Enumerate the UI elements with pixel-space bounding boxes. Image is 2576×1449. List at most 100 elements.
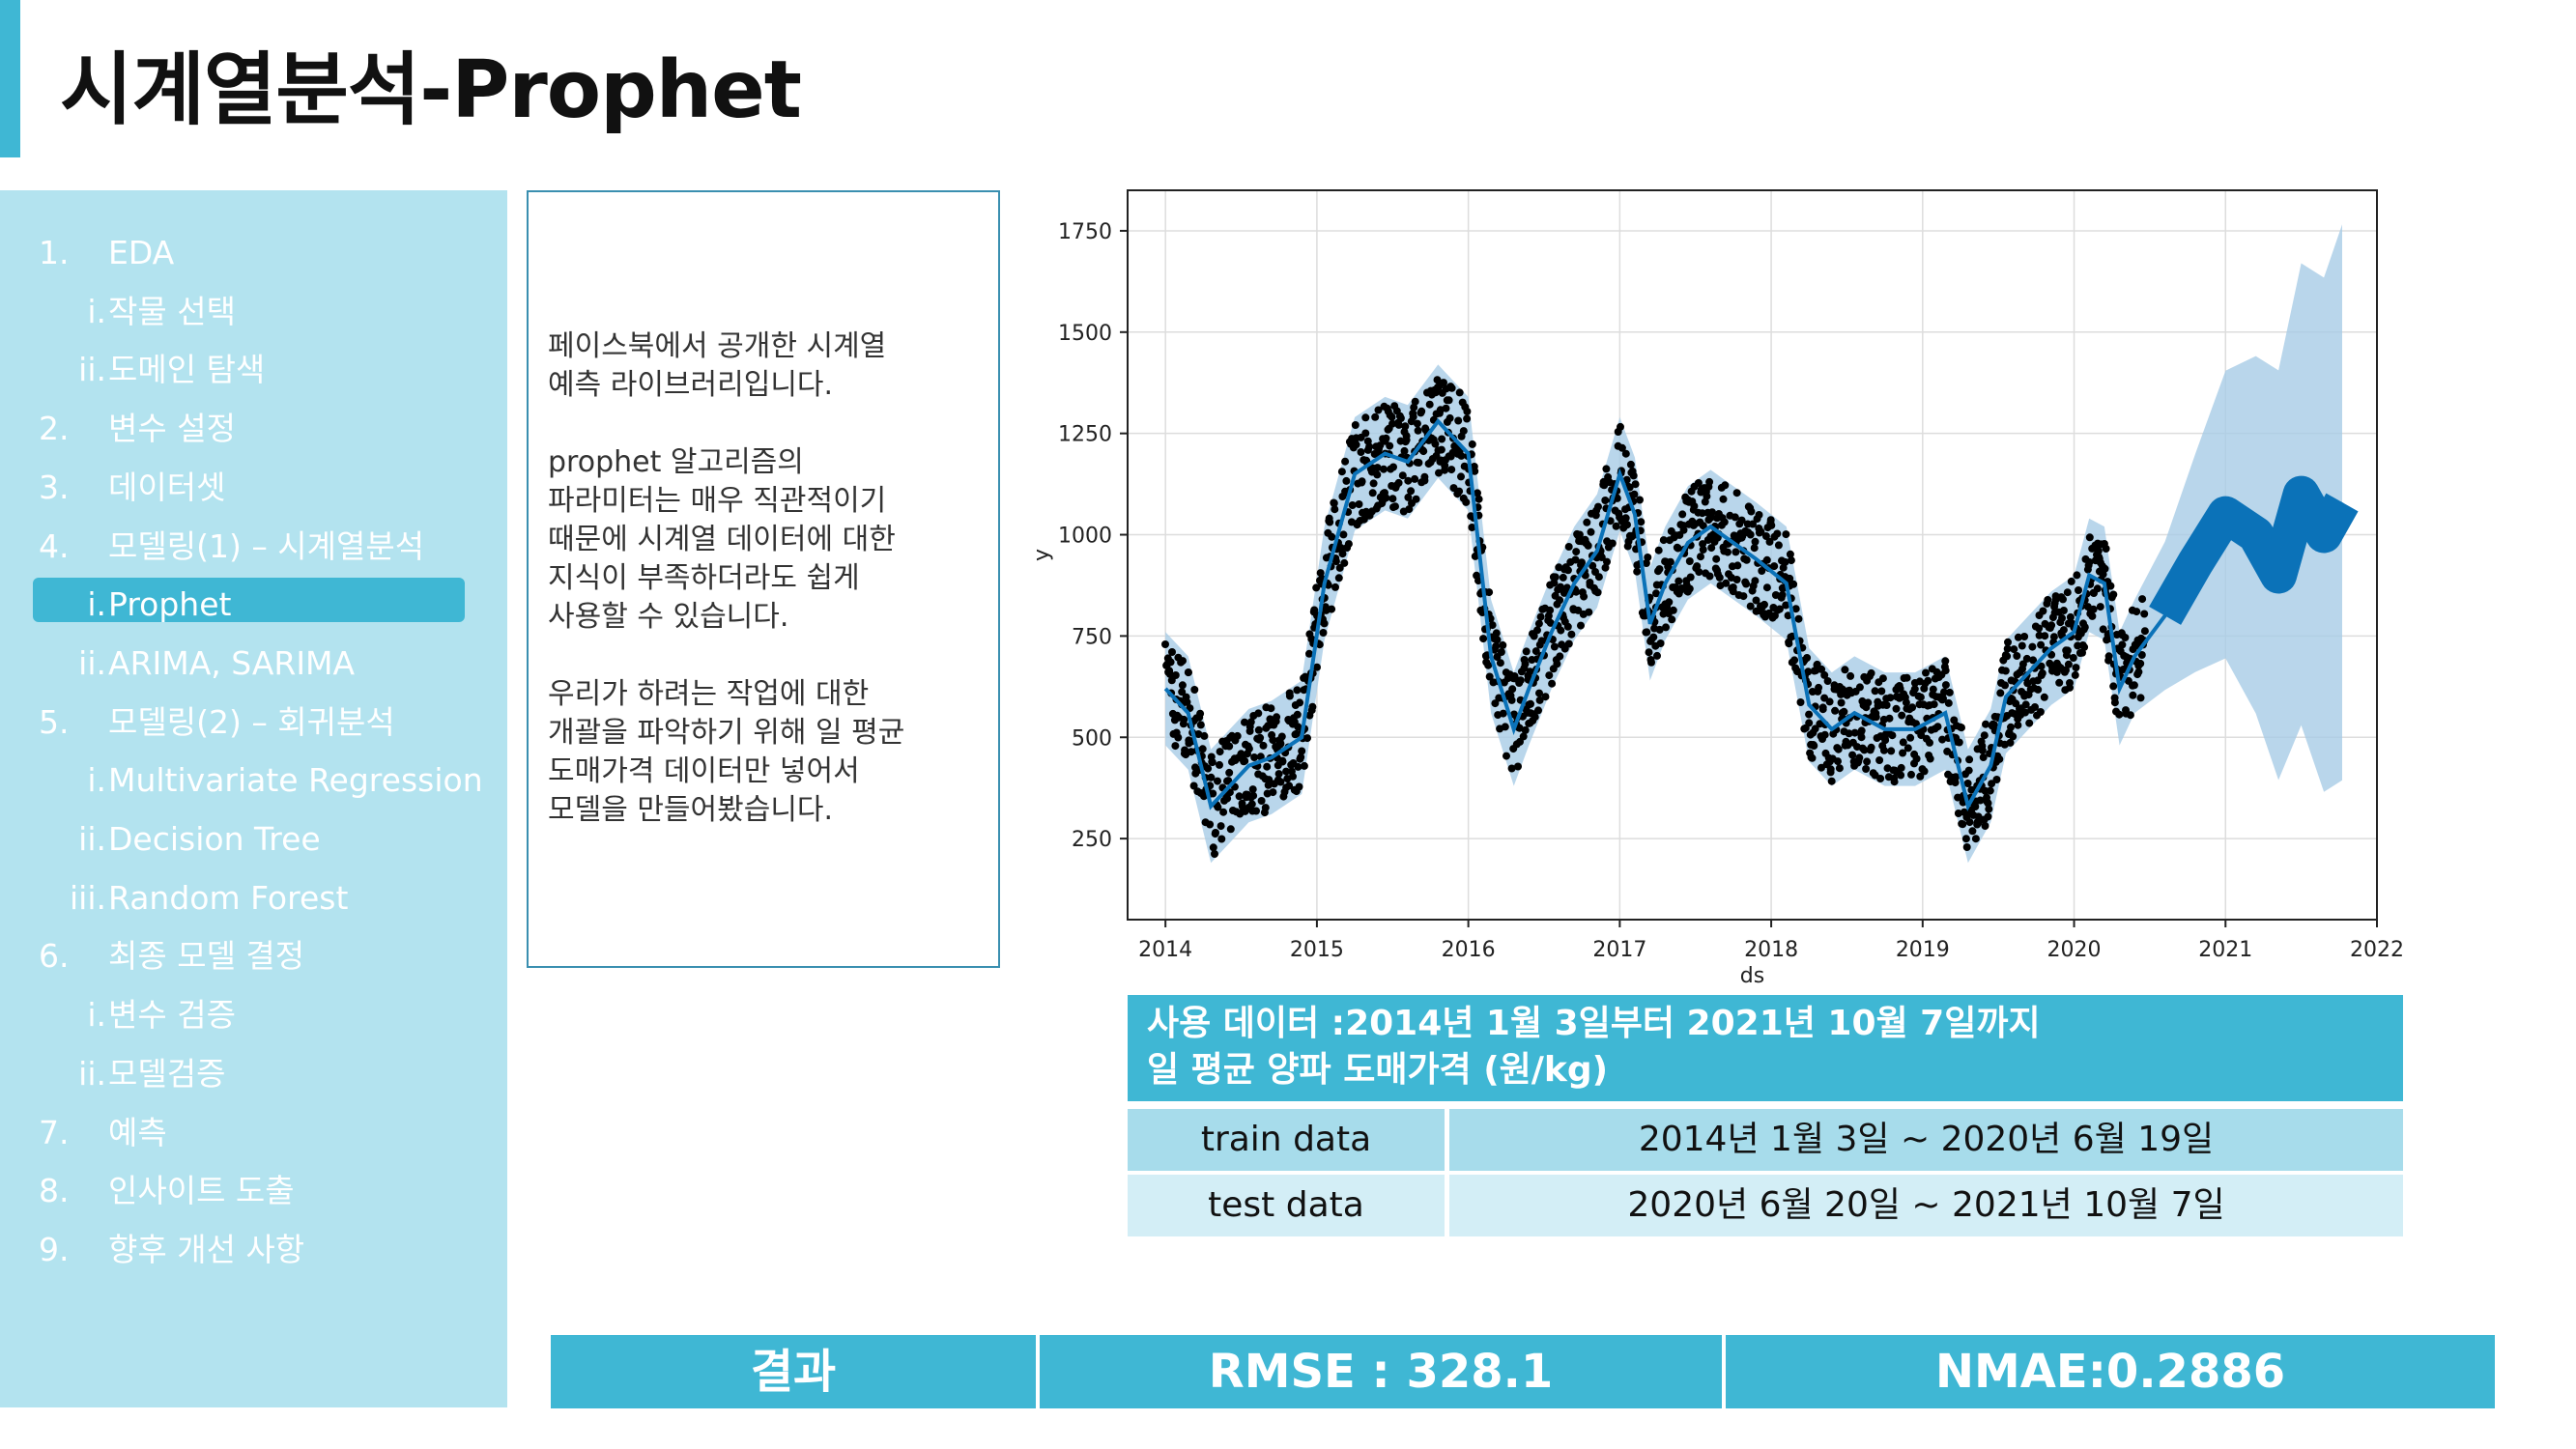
sidebar-item-11[interactable]: iii. Random Forest	[0, 876, 502, 921]
sidebar-item-2[interactable]: ii. 도메인 탐색	[0, 348, 502, 392]
description-paragraph-1: 페이스북에서 공개한 시계열 예측 라이브러리입니다.	[548, 329, 887, 402]
observed-point	[1674, 577, 1683, 585]
sidebar-item-6[interactable]: i. Prophet	[0, 582, 502, 627]
observed-point	[1890, 774, 1899, 782]
observed-point	[1468, 440, 1476, 448]
observed-point	[1257, 797, 1266, 805]
data-info-line-2: 일 평균 양파 도매가격 (원/kg)	[1147, 1050, 1609, 1090]
observed-point	[2137, 651, 2146, 659]
sidebar-item-15[interactable]: 7. 예측	[0, 1111, 502, 1155]
observed-point	[1471, 552, 1479, 560]
y-tick-label: 1500	[1058, 322, 1112, 346]
observed-point	[1597, 554, 1606, 561]
observed-point	[1190, 686, 1199, 694]
sidebar-item-12[interactable]: 6. 최종 모델 결정	[0, 934, 502, 979]
observed-point	[1922, 668, 1930, 677]
observed-point	[1274, 770, 1283, 779]
observed-point	[2088, 611, 2097, 620]
sidebar-item-14[interactable]: ii. 모델검증	[0, 1052, 502, 1096]
observed-point	[1910, 685, 1919, 694]
sidebar-item-4[interactable]: 3. 데이터셋	[0, 466, 502, 510]
observed-point	[1850, 728, 1859, 737]
observed-point	[1782, 530, 1790, 539]
observed-point	[1530, 632, 1538, 640]
sidebar-item-7[interactable]: ii. ARIMA, SARIMA	[0, 641, 502, 686]
sidebar-item-0[interactable]: 1. EDA	[0, 231, 502, 275]
observed-point	[1984, 812, 1992, 821]
observed-point	[2089, 605, 2098, 613]
observed-point	[1941, 657, 1950, 666]
observed-point	[1457, 451, 1466, 460]
observed-point	[1669, 606, 1677, 614]
observed-point	[1834, 745, 1843, 753]
observed-point	[1653, 651, 1661, 660]
observed-point	[1789, 580, 1798, 588]
observed-point	[1326, 518, 1334, 526]
observed-point	[1882, 701, 1891, 709]
observed-point	[1331, 557, 1340, 566]
observed-point	[1567, 630, 1576, 639]
sidebar-item-9[interactable]: i. Multivariate Regression	[0, 758, 502, 803]
observed-point	[1737, 516, 1746, 525]
observed-point	[1409, 412, 1417, 421]
observed-point	[2085, 558, 2094, 566]
observed-point	[1823, 677, 1832, 685]
observed-point	[1534, 619, 1543, 628]
observed-point	[1996, 689, 2005, 697]
observed-point	[1441, 466, 1449, 474]
observed-point	[1906, 733, 1915, 742]
observed-point	[2071, 670, 2079, 679]
observed-point	[1583, 518, 1591, 526]
observed-point	[1293, 686, 1302, 695]
observed-point	[1398, 471, 1407, 480]
observed-point	[1556, 652, 1564, 661]
observed-point	[2066, 679, 2074, 687]
observed-point	[1778, 590, 1787, 599]
observed-point	[1963, 780, 1972, 787]
observed-point	[1903, 744, 1912, 753]
sidebar-item-5[interactable]: 4. 모델링(1) – 시계열분석	[0, 525, 502, 569]
observed-point	[1721, 481, 1730, 490]
observed-point	[1171, 671, 1180, 679]
observed-point	[1685, 557, 1694, 565]
observed-point	[1233, 731, 1242, 740]
sidebar-item-17[interactable]: 9. 향후 개선 사항	[0, 1228, 502, 1272]
observed-point	[1405, 505, 1414, 514]
observed-point	[1282, 767, 1291, 776]
observed-point	[1979, 753, 1988, 761]
observed-point	[1278, 756, 1287, 765]
sidebar-item-10[interactable]: ii. Decision Tree	[0, 817, 502, 862]
sidebar-item-8[interactable]: 5. 모델링(2) – 회귀분석	[0, 700, 502, 745]
observed-point	[1371, 412, 1380, 421]
description-box: 페이스북에서 공개한 시계열 예측 라이브러리입니다. prophet 알고리즘…	[527, 190, 1000, 968]
observed-point	[1336, 544, 1345, 553]
observed-point	[2101, 564, 2109, 573]
observed-point	[1758, 567, 1766, 575]
observed-point	[1603, 557, 1611, 566]
observed-point	[1374, 406, 1383, 414]
observed-point	[1699, 540, 1707, 549]
sidebar-item-3[interactable]: 2. 변수 설정	[0, 407, 502, 451]
observed-point	[1694, 479, 1703, 487]
sidebar-item-label: 데이터셋	[108, 468, 226, 506]
sidebar-item-number: ii.	[78, 351, 106, 389]
observed-point	[1194, 730, 1203, 738]
observed-point	[1845, 729, 1853, 738]
observed-point	[1971, 835, 1980, 843]
observed-point	[2022, 654, 2031, 663]
sidebar-item-16[interactable]: 8. 인사이트 도출	[0, 1169, 502, 1213]
observed-point	[1470, 463, 1478, 470]
observed-point	[1351, 421, 1360, 429]
prophet-forecast-chart: 2014 2015 2016 2017 2018 2019 2020 2021 2022 250 5…	[1019, 179, 2430, 988]
observed-point	[2040, 693, 2048, 701]
observed-point	[1945, 688, 1954, 696]
observed-point	[1445, 413, 1454, 422]
observed-point	[1649, 633, 1658, 641]
observed-point	[1168, 648, 1176, 656]
observed-point	[1974, 812, 1983, 821]
sidebar-item-13[interactable]: i. 변수 검증	[0, 993, 502, 1037]
sidebar-item-1[interactable]: i. 작물 선택	[0, 290, 502, 334]
observed-point	[1564, 543, 1573, 551]
observed-point	[1818, 665, 1826, 673]
observed-point	[2140, 610, 2149, 618]
